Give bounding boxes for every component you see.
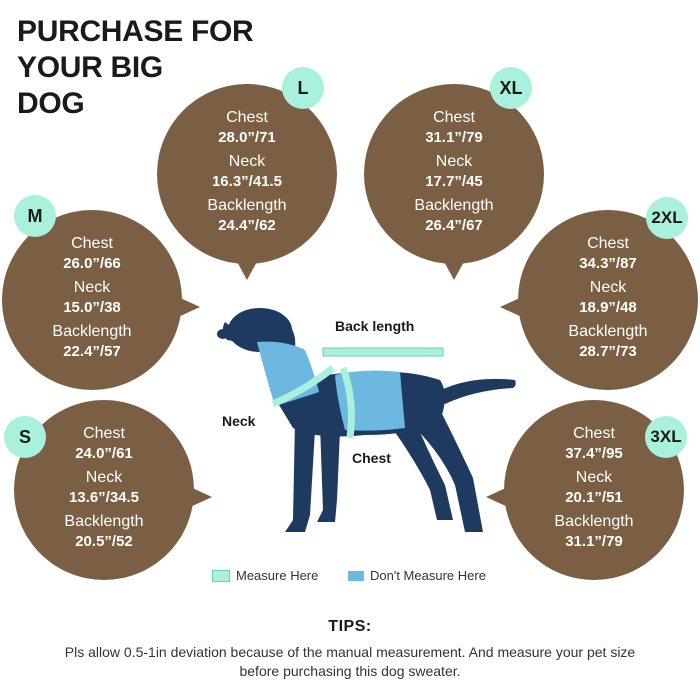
backlength-value: 28.7”/73 [579, 343, 637, 360]
size-badge-xl: XL [490, 67, 532, 109]
size-bubble-xl: Chest 31.1”/79 Neck 17.7”/45 Backlength … [364, 84, 544, 280]
chest-label: Chest [573, 425, 615, 442]
backlength-label: Backlength [554, 513, 634, 530]
neck-value: 16.3”/41.5 [211, 173, 283, 190]
neck-measure-label: Neck [222, 413, 256, 429]
chest-measure-label: Chest [352, 450, 391, 466]
neck-label: Neck [85, 469, 123, 486]
neck-value: 15.0”/38 [63, 299, 121, 316]
chest-label: Chest [587, 235, 629, 252]
backlength-label: Backlength [207, 197, 287, 214]
size-badge-3xl: 3XL [645, 416, 687, 458]
backlength-value: 26.4”/67 [425, 217, 483, 234]
chest-tape [339, 366, 355, 439]
chest-label: Chest [83, 425, 125, 442]
legend-dont-measure: Don't Measure Here [348, 568, 486, 583]
backlength-label: Backlength [414, 197, 494, 214]
chest-value: 28.0”/71 [218, 129, 276, 146]
neck-label: Neck [575, 469, 613, 486]
size-bubble-2xl: Chest 34.3”/87 Neck 18.9”/48 Backlength … [500, 210, 698, 390]
tips-text: Pls allow 0.5-1in deviation because of t… [64, 644, 636, 679]
measure-swatch [212, 569, 230, 582]
page-title: PURCHASE FOR YOUR BIG DOG [17, 14, 277, 122]
title-line: YOUR BIG [17, 51, 163, 84]
legend-dont-measure-label: Don't Measure Here [370, 568, 486, 583]
chest-label: Chest [226, 109, 268, 126]
size-bubble-m: Chest 26.0”/66 Neck 15.0”/38 Backlength … [2, 210, 200, 390]
chest-label: Chest [433, 109, 475, 126]
chest-value: 26.0”/66 [63, 255, 121, 272]
neck-value: 17.7”/45 [425, 173, 483, 190]
size-bubble-l: Chest 28.0”/71 Neck 16.3”/41.5 Backlengt… [157, 84, 337, 280]
backlength-value: 31.1”/79 [565, 533, 623, 550]
backlength-value: 22.4”/57 [63, 343, 121, 360]
chest-value: 31.1”/79 [425, 129, 483, 146]
neck-label: Neck [73, 279, 111, 296]
backlength-label: Backlength [64, 513, 144, 530]
size-badge-s: S [4, 416, 46, 458]
legend-measure-label: Measure Here [236, 568, 319, 583]
legend-measure: Measure Here [212, 568, 318, 583]
neck-value: 20.1”/51 [565, 489, 623, 506]
size-badge-m: M [14, 195, 56, 237]
neck-value: 18.9”/48 [579, 299, 637, 316]
dog-illustration [217, 308, 516, 532]
backlength-value: 24.4”/62 [218, 217, 276, 234]
title-line: PURCHASE FOR [17, 15, 254, 48]
neck-tape [271, 365, 336, 408]
back-length-label: Back length [335, 318, 415, 334]
neck-label: Neck [435, 153, 473, 170]
back-length-tape [322, 347, 444, 357]
backlength-label: Backlength [568, 323, 648, 340]
neck-value: 13.6”/34.5 [68, 489, 140, 506]
dont-measure-swatch [348, 570, 364, 581]
title-line: DOG [17, 87, 85, 120]
size-bubble-3xl: Chest 37.4”/95 Neck 20.1”/51 Backlength … [486, 400, 684, 580]
chest-label: Chest [71, 235, 113, 252]
chest-value: 37.4”/95 [565, 445, 623, 462]
backlength-value: 20.5”/52 [75, 533, 133, 550]
backlength-label: Backlength [52, 323, 132, 340]
size-badge-l: L [282, 67, 324, 109]
tips-heading: TIPS: [328, 618, 372, 635]
size-badge-2xl: 2XL [646, 197, 688, 239]
chest-value: 34.3”/87 [579, 255, 637, 272]
neck-label: Neck [228, 153, 266, 170]
neck-label: Neck [589, 279, 627, 296]
chest-value: 24.0”/61 [75, 445, 133, 462]
